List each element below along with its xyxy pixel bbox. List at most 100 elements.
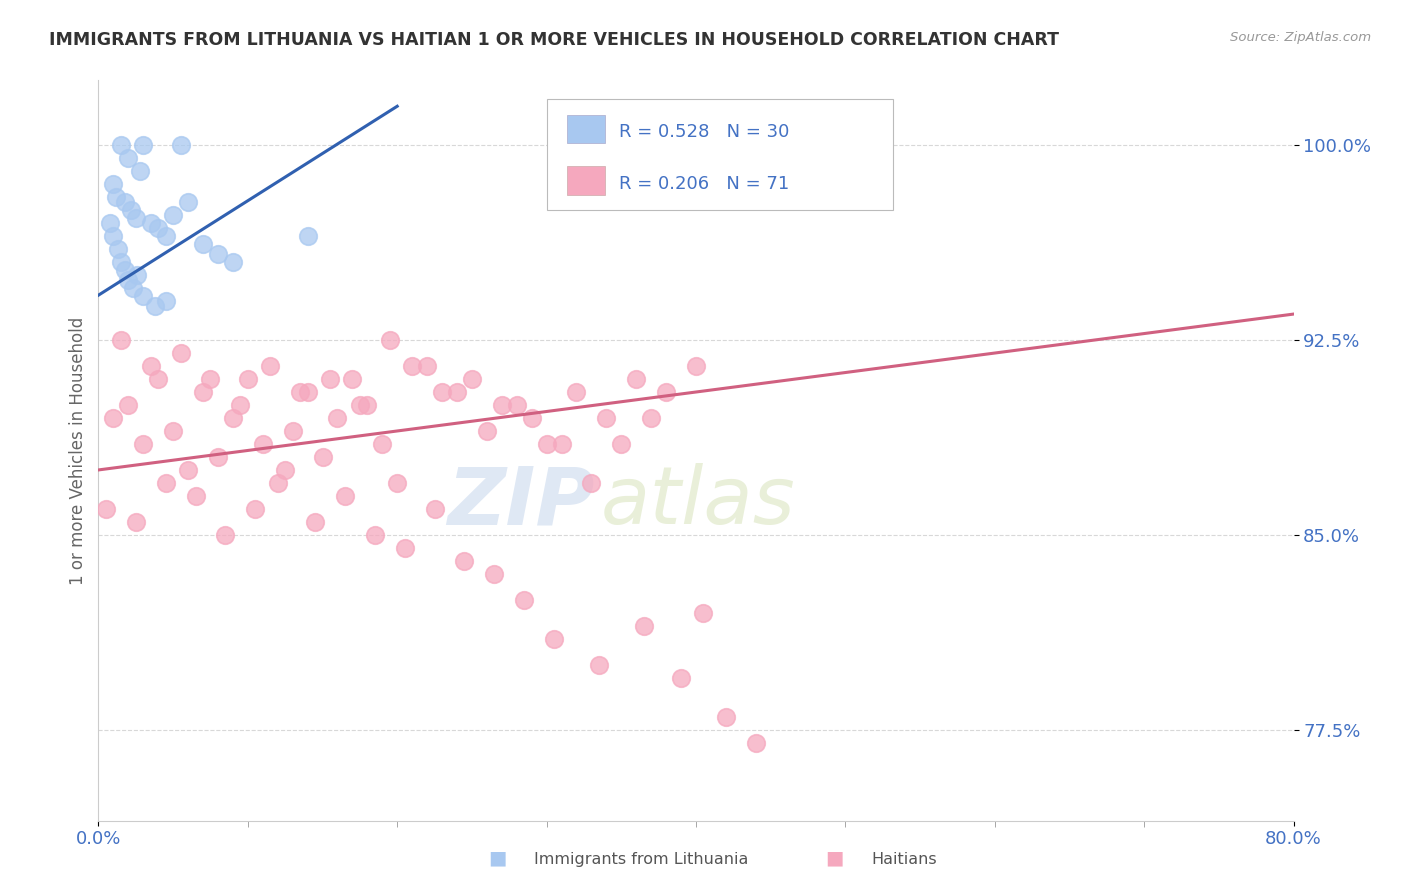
Point <box>371 437 394 451</box>
Point <box>543 632 565 646</box>
Point <box>304 515 326 529</box>
Point <box>191 236 214 251</box>
Point <box>401 359 423 373</box>
Point <box>423 502 446 516</box>
Point <box>326 411 349 425</box>
Point <box>110 333 132 347</box>
Point <box>125 515 148 529</box>
Point <box>148 372 170 386</box>
Point <box>103 177 125 191</box>
Point <box>127 268 149 282</box>
Point <box>169 346 191 360</box>
Point <box>311 450 333 464</box>
Point <box>506 398 529 412</box>
Point <box>114 263 136 277</box>
Point <box>162 208 184 222</box>
Point <box>229 398 252 412</box>
Point <box>155 294 177 309</box>
Point <box>191 384 214 399</box>
Point <box>245 502 267 516</box>
Point <box>655 384 678 399</box>
Point <box>364 528 387 542</box>
Point <box>94 502 117 516</box>
Point <box>550 437 572 451</box>
Text: Source: ZipAtlas.com: Source: ZipAtlas.com <box>1230 31 1371 45</box>
Point <box>148 221 170 235</box>
Text: R = 0.528   N = 30: R = 0.528 N = 30 <box>620 123 790 141</box>
Point <box>184 489 207 503</box>
Text: Haitians: Haitians <box>872 852 938 867</box>
Text: ■: ■ <box>488 848 506 867</box>
Point <box>588 657 610 672</box>
Point <box>274 463 297 477</box>
Point <box>214 528 236 542</box>
Text: ZIP: ZIP <box>447 463 595 541</box>
Point <box>177 195 200 210</box>
Point <box>633 619 655 633</box>
Point <box>207 247 229 261</box>
Point <box>394 541 416 555</box>
Point <box>207 450 229 464</box>
Point <box>132 138 155 153</box>
Point <box>669 671 692 685</box>
Text: R = 0.206   N = 71: R = 0.206 N = 71 <box>620 175 790 193</box>
Point <box>120 203 142 218</box>
Point <box>155 475 177 490</box>
Point <box>595 411 617 425</box>
Point <box>117 273 139 287</box>
Y-axis label: 1 or more Vehicles in Household: 1 or more Vehicles in Household <box>69 317 87 584</box>
Point <box>252 437 274 451</box>
Point <box>297 384 319 399</box>
Point <box>121 281 143 295</box>
Point <box>333 489 356 503</box>
Point <box>692 606 714 620</box>
Text: ■: ■ <box>825 848 844 867</box>
Point <box>222 255 245 269</box>
Point <box>162 424 184 438</box>
Point <box>281 424 304 438</box>
Point <box>385 475 409 490</box>
Point <box>565 384 588 399</box>
Point <box>356 398 378 412</box>
Point <box>319 372 342 386</box>
Point <box>132 437 155 451</box>
Point <box>745 736 768 750</box>
Point <box>342 372 364 386</box>
Point <box>98 216 122 230</box>
Point <box>117 151 139 165</box>
Point <box>714 710 737 724</box>
Point <box>139 216 162 230</box>
Point <box>222 411 245 425</box>
Point <box>259 359 281 373</box>
Point <box>581 475 603 490</box>
Point <box>453 554 475 568</box>
Point <box>114 195 136 210</box>
Point <box>349 398 371 412</box>
Point <box>110 138 132 153</box>
Point <box>132 289 155 303</box>
Point <box>430 384 453 399</box>
Text: IMMIGRANTS FROM LITHUANIA VS HAITIAN 1 OR MORE VEHICLES IN HOUSEHOLD CORRELATION: IMMIGRANTS FROM LITHUANIA VS HAITIAN 1 O… <box>49 31 1059 49</box>
Point <box>685 359 707 373</box>
Point <box>491 398 513 412</box>
FancyBboxPatch shape <box>547 99 893 210</box>
Point <box>143 299 166 313</box>
Point <box>200 372 222 386</box>
Point <box>236 372 259 386</box>
Point <box>177 463 200 477</box>
Point <box>461 372 484 386</box>
Point <box>139 359 162 373</box>
Point <box>117 398 139 412</box>
Point <box>626 372 648 386</box>
Point <box>475 424 498 438</box>
Point <box>107 242 129 256</box>
Text: Immigrants from Lithuania: Immigrants from Lithuania <box>534 852 748 867</box>
FancyBboxPatch shape <box>567 115 605 143</box>
Point <box>110 255 132 269</box>
Point <box>378 333 401 347</box>
Point <box>297 229 319 244</box>
Point <box>520 411 543 425</box>
Point <box>267 475 290 490</box>
Point <box>484 566 506 581</box>
Point <box>610 437 633 451</box>
